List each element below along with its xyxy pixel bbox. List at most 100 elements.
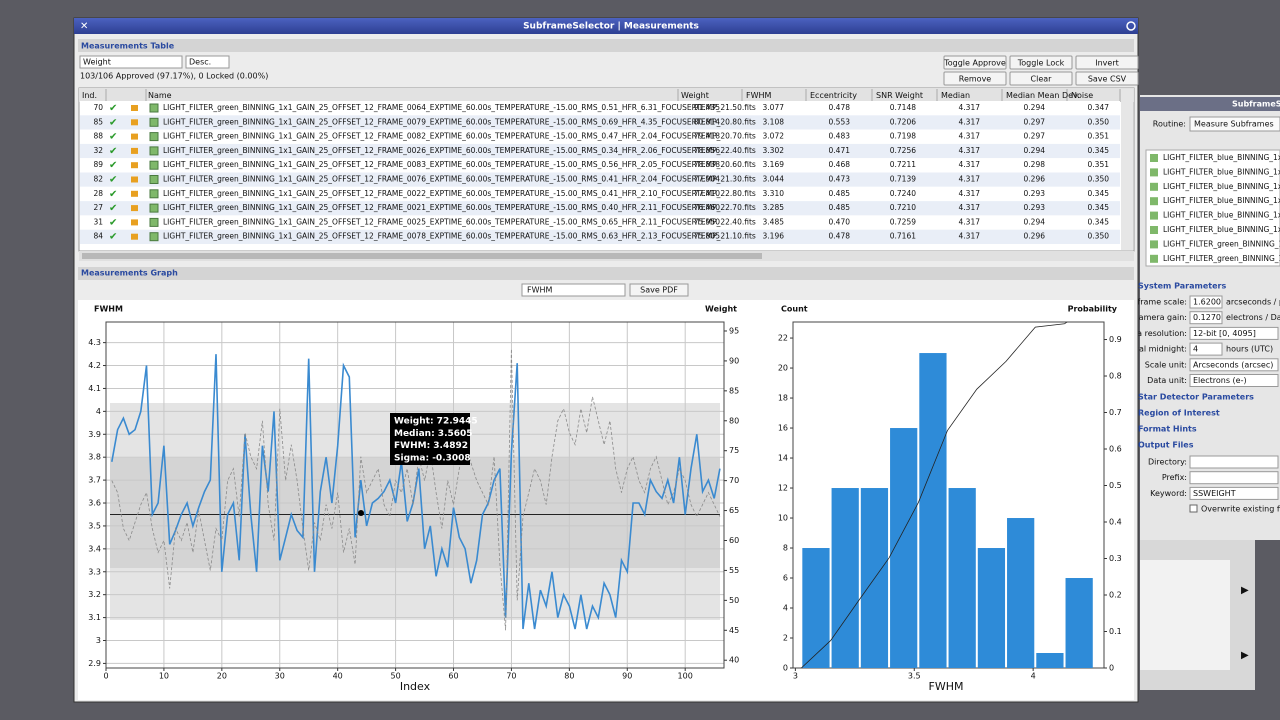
file-name[interactable]: LIGHT_FILTER_blue_BINNING_1x1_GA xyxy=(1163,211,1280,220)
column-header[interactable]: SNR Weight xyxy=(876,91,923,100)
settings-icon[interactable] xyxy=(1126,21,1136,31)
file-name[interactable]: LIGHT_FILTER_blue_BINNING_1x1_GA xyxy=(1163,182,1280,191)
button[interactable] xyxy=(943,55,1007,70)
y-tick-label: 3.3 xyxy=(88,567,101,576)
section-title[interactable]: Format Hints xyxy=(1138,425,1197,434)
cell: 76.460 xyxy=(694,203,720,212)
param-field[interactable] xyxy=(1189,295,1223,309)
approved-icon: ✔ xyxy=(109,232,117,243)
checkbox[interactable] xyxy=(1189,504,1198,513)
table-row[interactable] xyxy=(80,129,1120,144)
lock-icon xyxy=(131,205,138,212)
cell: LIGHT_FILTER_green_BINNING_1x1_GAIN_25_O… xyxy=(163,232,756,241)
sort-dropdown[interactable] xyxy=(79,55,183,69)
table-row[interactable] xyxy=(80,172,1120,187)
save-pdf-button[interactable] xyxy=(629,283,689,297)
close-icon[interactable]: ✕ xyxy=(80,21,88,32)
v-scrollbar[interactable] xyxy=(1121,89,1133,250)
column-header[interactable]: Median xyxy=(941,91,970,100)
column-header[interactable]: Weight xyxy=(681,91,709,100)
section-title[interactable]: System Parameters xyxy=(1138,282,1226,291)
param-label: Scale unit: xyxy=(1145,360,1187,369)
output-value: SSWEIGHT xyxy=(1193,489,1236,498)
column-header[interactable]: Name xyxy=(148,91,172,100)
table-row[interactable] xyxy=(80,101,1120,116)
cell: 4.317 xyxy=(959,232,981,241)
section-header[interactable] xyxy=(78,267,1134,280)
y-tick-label: 22 xyxy=(778,334,788,343)
column-header[interactable]: Median Mean Dev. xyxy=(1006,91,1080,100)
y2-tick-label: 40 xyxy=(729,656,739,665)
button[interactable] xyxy=(943,71,1007,86)
tooltip xyxy=(390,413,470,465)
y-tick-label: 4.1 xyxy=(88,384,101,393)
table-row[interactable] xyxy=(80,115,1120,130)
file-name[interactable]: LIGHT_FILTER_blue_BINNING_1x1_GA xyxy=(1163,225,1280,234)
tooltip-line: Weight: 72.9445 xyxy=(394,417,478,427)
routine-value[interactable]: Measure Subframes xyxy=(1194,120,1274,129)
property-dropdown[interactable] xyxy=(521,283,626,297)
param-field[interactable] xyxy=(1189,311,1223,325)
y2-tick-label: 60 xyxy=(729,536,739,545)
column-header[interactable]: Noise xyxy=(1071,91,1093,100)
file-icon xyxy=(149,146,159,156)
param-field[interactable] xyxy=(1189,374,1279,387)
file-icon xyxy=(149,117,159,127)
file-name[interactable]: LIGHT_FILTER_blue_BINNING_1x1_GA xyxy=(1163,196,1280,205)
table-row[interactable] xyxy=(80,143,1120,159)
cell: 75.950 xyxy=(694,217,720,226)
svg-text:▶: ▶ xyxy=(1241,585,1249,596)
y2-axis-label: Probability xyxy=(1068,305,1118,314)
cell: 0.478 xyxy=(829,232,851,241)
output-field[interactable] xyxy=(1189,455,1279,469)
table-row[interactable] xyxy=(80,215,1120,230)
column-header[interactable]: FWHM xyxy=(746,91,772,100)
plot-frame xyxy=(792,321,1105,669)
output-field[interactable] xyxy=(1189,486,1279,500)
cell: 0.350 xyxy=(1088,175,1110,184)
lock-icon xyxy=(131,119,138,126)
table-row[interactable] xyxy=(80,186,1120,202)
button[interactable] xyxy=(1009,55,1073,70)
cell: 3.169 xyxy=(763,160,785,169)
cell: 3.044 xyxy=(763,175,785,184)
y2-tick-label: 95 xyxy=(729,326,739,335)
y-tick-label: 8 xyxy=(783,544,788,553)
column-header[interactable]: Eccentricity xyxy=(810,91,857,100)
y2-tick-label: 0.7 xyxy=(1109,408,1122,417)
section-title[interactable]: Region of Interest xyxy=(1138,409,1220,418)
title-bar xyxy=(74,18,1138,34)
button[interactable] xyxy=(1009,71,1073,86)
scroll-thumb[interactable] xyxy=(82,253,762,259)
table-row[interactable] xyxy=(80,201,1120,216)
column-header[interactable]: Ind. xyxy=(82,91,97,100)
param-field[interactable] xyxy=(1189,342,1223,356)
y-tick-label: 3.6 xyxy=(88,499,101,508)
sort-order: Desc. xyxy=(189,58,211,67)
output-field[interactable] xyxy=(1189,471,1279,485)
button-label: Toggle Approve xyxy=(943,59,1006,68)
button[interactable] xyxy=(1075,71,1139,86)
section-header[interactable] xyxy=(78,39,1134,52)
param-label: Site local midnight: xyxy=(1110,345,1187,354)
bar xyxy=(1007,518,1035,668)
param-field[interactable] xyxy=(1189,326,1279,340)
button[interactable] xyxy=(1075,55,1139,70)
x-tick-label: 90 xyxy=(622,672,632,681)
file-icon xyxy=(149,189,159,199)
param-field[interactable] xyxy=(1189,358,1279,372)
order-dropdown[interactable] xyxy=(185,55,230,69)
file-name[interactable]: LIGHT_FILTER_green_BINNING_1x1_ xyxy=(1163,239,1280,248)
button-label: Save CSV xyxy=(1088,75,1127,84)
table-row[interactable] xyxy=(80,158,1120,173)
y-tick-label: 12 xyxy=(778,484,788,493)
file-name[interactable]: LIGHT_FILTER_blue_BINNING_1x1_GA xyxy=(1163,167,1280,176)
section-title[interactable]: Output Files xyxy=(1138,441,1194,450)
file-name[interactable]: LIGHT_FILTER_green_BINNING_1x1_ xyxy=(1163,254,1280,263)
cdf-line xyxy=(801,322,1068,668)
table-row[interactable] xyxy=(80,229,1120,244)
file-name[interactable]: LIGHT_FILTER_blue_BINNING_1x1_GA xyxy=(1163,153,1280,162)
section-title[interactable]: Star Detector Parameters xyxy=(1138,393,1254,402)
x-tick-label: 10 xyxy=(159,672,169,681)
